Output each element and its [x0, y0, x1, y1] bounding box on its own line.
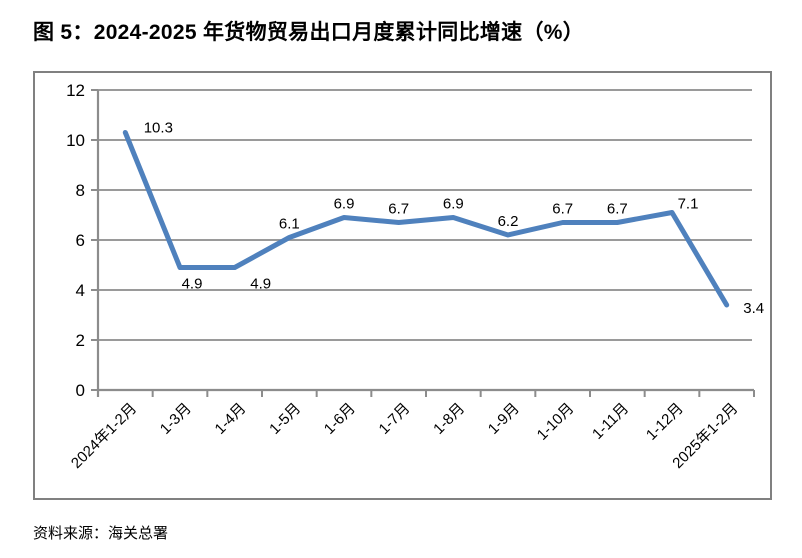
y-tick-label: 4	[76, 281, 85, 300]
y-tick-label: 0	[76, 381, 85, 400]
y-tick-label: 8	[76, 181, 85, 200]
line-chart: 0 2 4 6 8 10 12 10.3 4.9 4.9 6.1 6.9 6.7 6.9 6.2 6.7 6.7…	[33, 71, 772, 500]
data-point-label: 6.7	[607, 201, 628, 218]
data-point-label: 6.2	[498, 213, 519, 230]
y-tick-label: 6	[76, 231, 85, 250]
data-point-label: 4.9	[250, 276, 271, 293]
figure-title: 图 5：2024-2025 年货物贸易出口月度累计同比增速（%）	[33, 21, 585, 44]
data-point-label: 6.9	[334, 196, 355, 213]
data-point-label: 6.7	[388, 201, 409, 218]
data-point-label: 4.9	[182, 276, 203, 293]
data-point-label: 7.1	[678, 196, 699, 213]
data-point-label: 6.1	[279, 216, 300, 233]
data-point-label: 6.7	[552, 201, 573, 218]
data-point-label: 10.3	[144, 120, 173, 137]
data-point-label: 3.4	[743, 300, 764, 317]
y-tick-label: 10	[66, 131, 85, 150]
trend-line	[122, 130, 730, 308]
source-note: 资料来源：海关总署	[33, 525, 169, 542]
chart-frame: 0 2 4 6 8 10 12 10.3 4.9 4.9 6.1 6.9 6.7 6.9 6.2 6.7 6.7…	[33, 71, 772, 500]
data-point-label: 6.9	[443, 196, 464, 213]
y-tick-label: 12	[66, 81, 85, 100]
chart-border	[33, 71, 772, 500]
y-tick-label: 2	[76, 331, 85, 350]
